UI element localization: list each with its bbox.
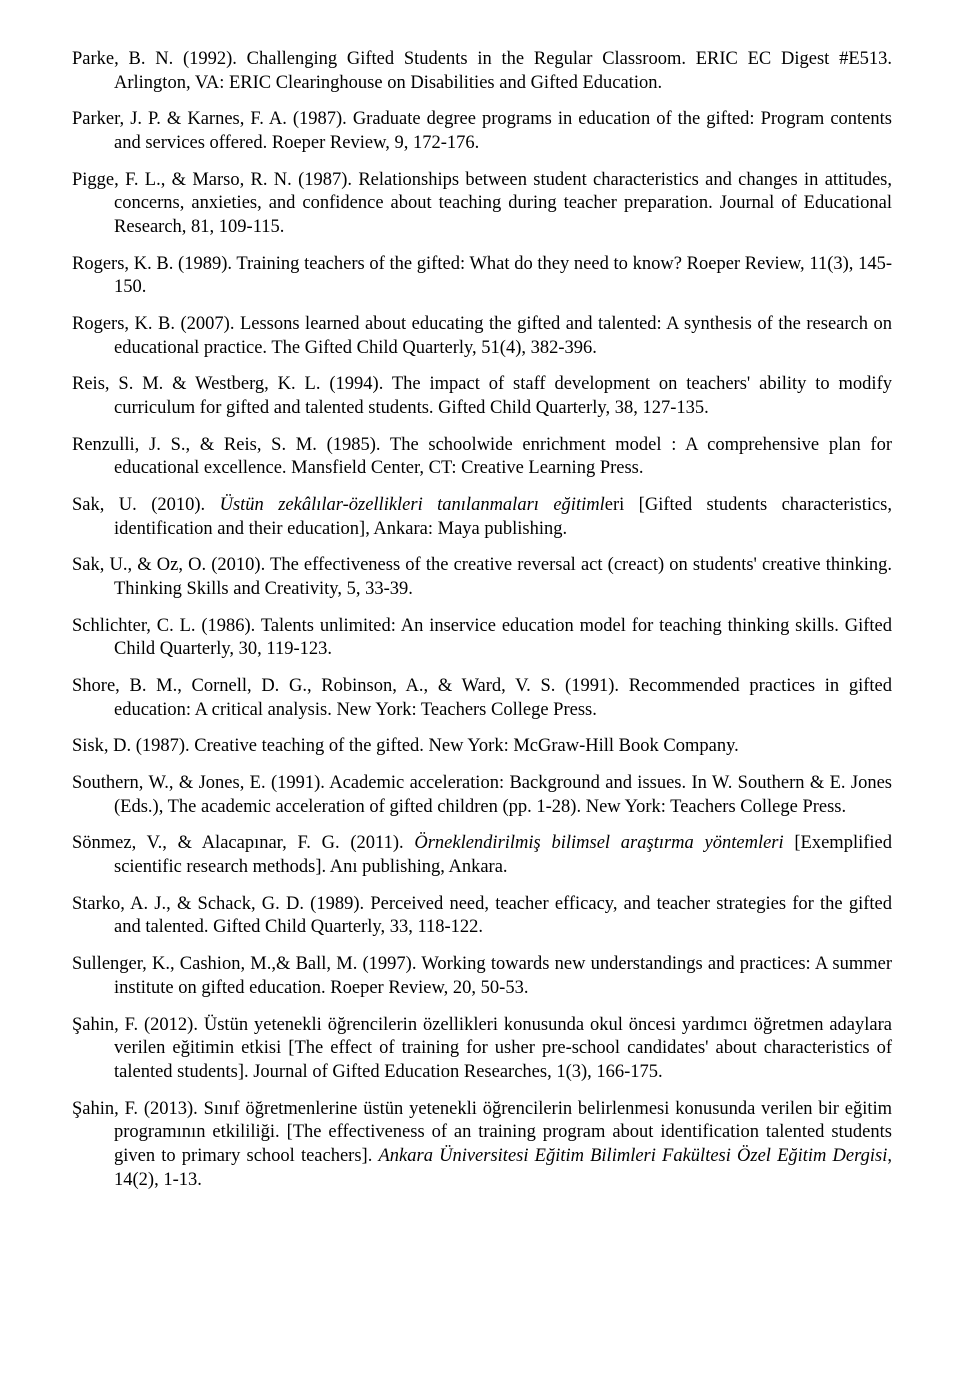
reference-item: Sisk, D. (1987). Creative teaching of th… [72,735,892,759]
reference-item: Rogers, K. B. (1989). Training teachers … [72,253,892,300]
reference-item: Sak, U. (2010). Üstün zekâlılar-özellikl… [72,494,892,541]
reference-item: Şahin, F. (2013). Sınıf öğretmenlerine ü… [72,1098,892,1193]
reference-item: Starko, A. J., & Schack, G. D. (1989). P… [72,893,892,940]
reference-item: Schlichter, C. L. (1986). Talents unlimi… [72,615,892,662]
reference-item: Southern, W., & Jones, E. (1991). Academ… [72,772,892,819]
reference-item: Sönmez, V., & Alacapınar, F. G. (2011). … [72,832,892,879]
reference-text: Sönmez, V., & Alacapınar, F. G. (2011). [72,833,414,853]
reference-item: Renzulli, J. S., & Reis, S. M. (1985). T… [72,434,892,481]
reference-text: Sak, U. (2010). [72,495,220,515]
reference-italic: Üstün zekâlılar-özellikleri tanılanmalar… [220,495,605,515]
reference-item: Şahin, F. (2012). Üstün yetenekli öğrenc… [72,1014,892,1085]
reference-item: Pigge, F. L., & Marso, R. N. (1987). Rel… [72,169,892,240]
reference-item: Parker, J. P. & Karnes, F. A. (1987). Gr… [72,108,892,155]
reference-item: Reis, S. M. & Westberg, K. L. (1994). Th… [72,373,892,420]
reference-item: Sak, U., & Oz, O. (2010). The effectiven… [72,554,892,601]
reference-item: Sullenger, K., Cashion, M.,& Ball, M. (1… [72,953,892,1000]
reference-item: Rogers, K. B. (2007). Lessons learned ab… [72,313,892,360]
reference-italic: Ankara Üniversitesi Eğitim Bilimleri Fak… [378,1146,887,1166]
reference-italic: Örneklendirilmiş bilimsel araştırma yönt… [414,833,783,853]
reference-item: Parke, B. N. (1992). Challenging Gifted … [72,48,892,95]
reference-item: Shore, B. M., Cornell, D. G., Robinson, … [72,675,892,722]
